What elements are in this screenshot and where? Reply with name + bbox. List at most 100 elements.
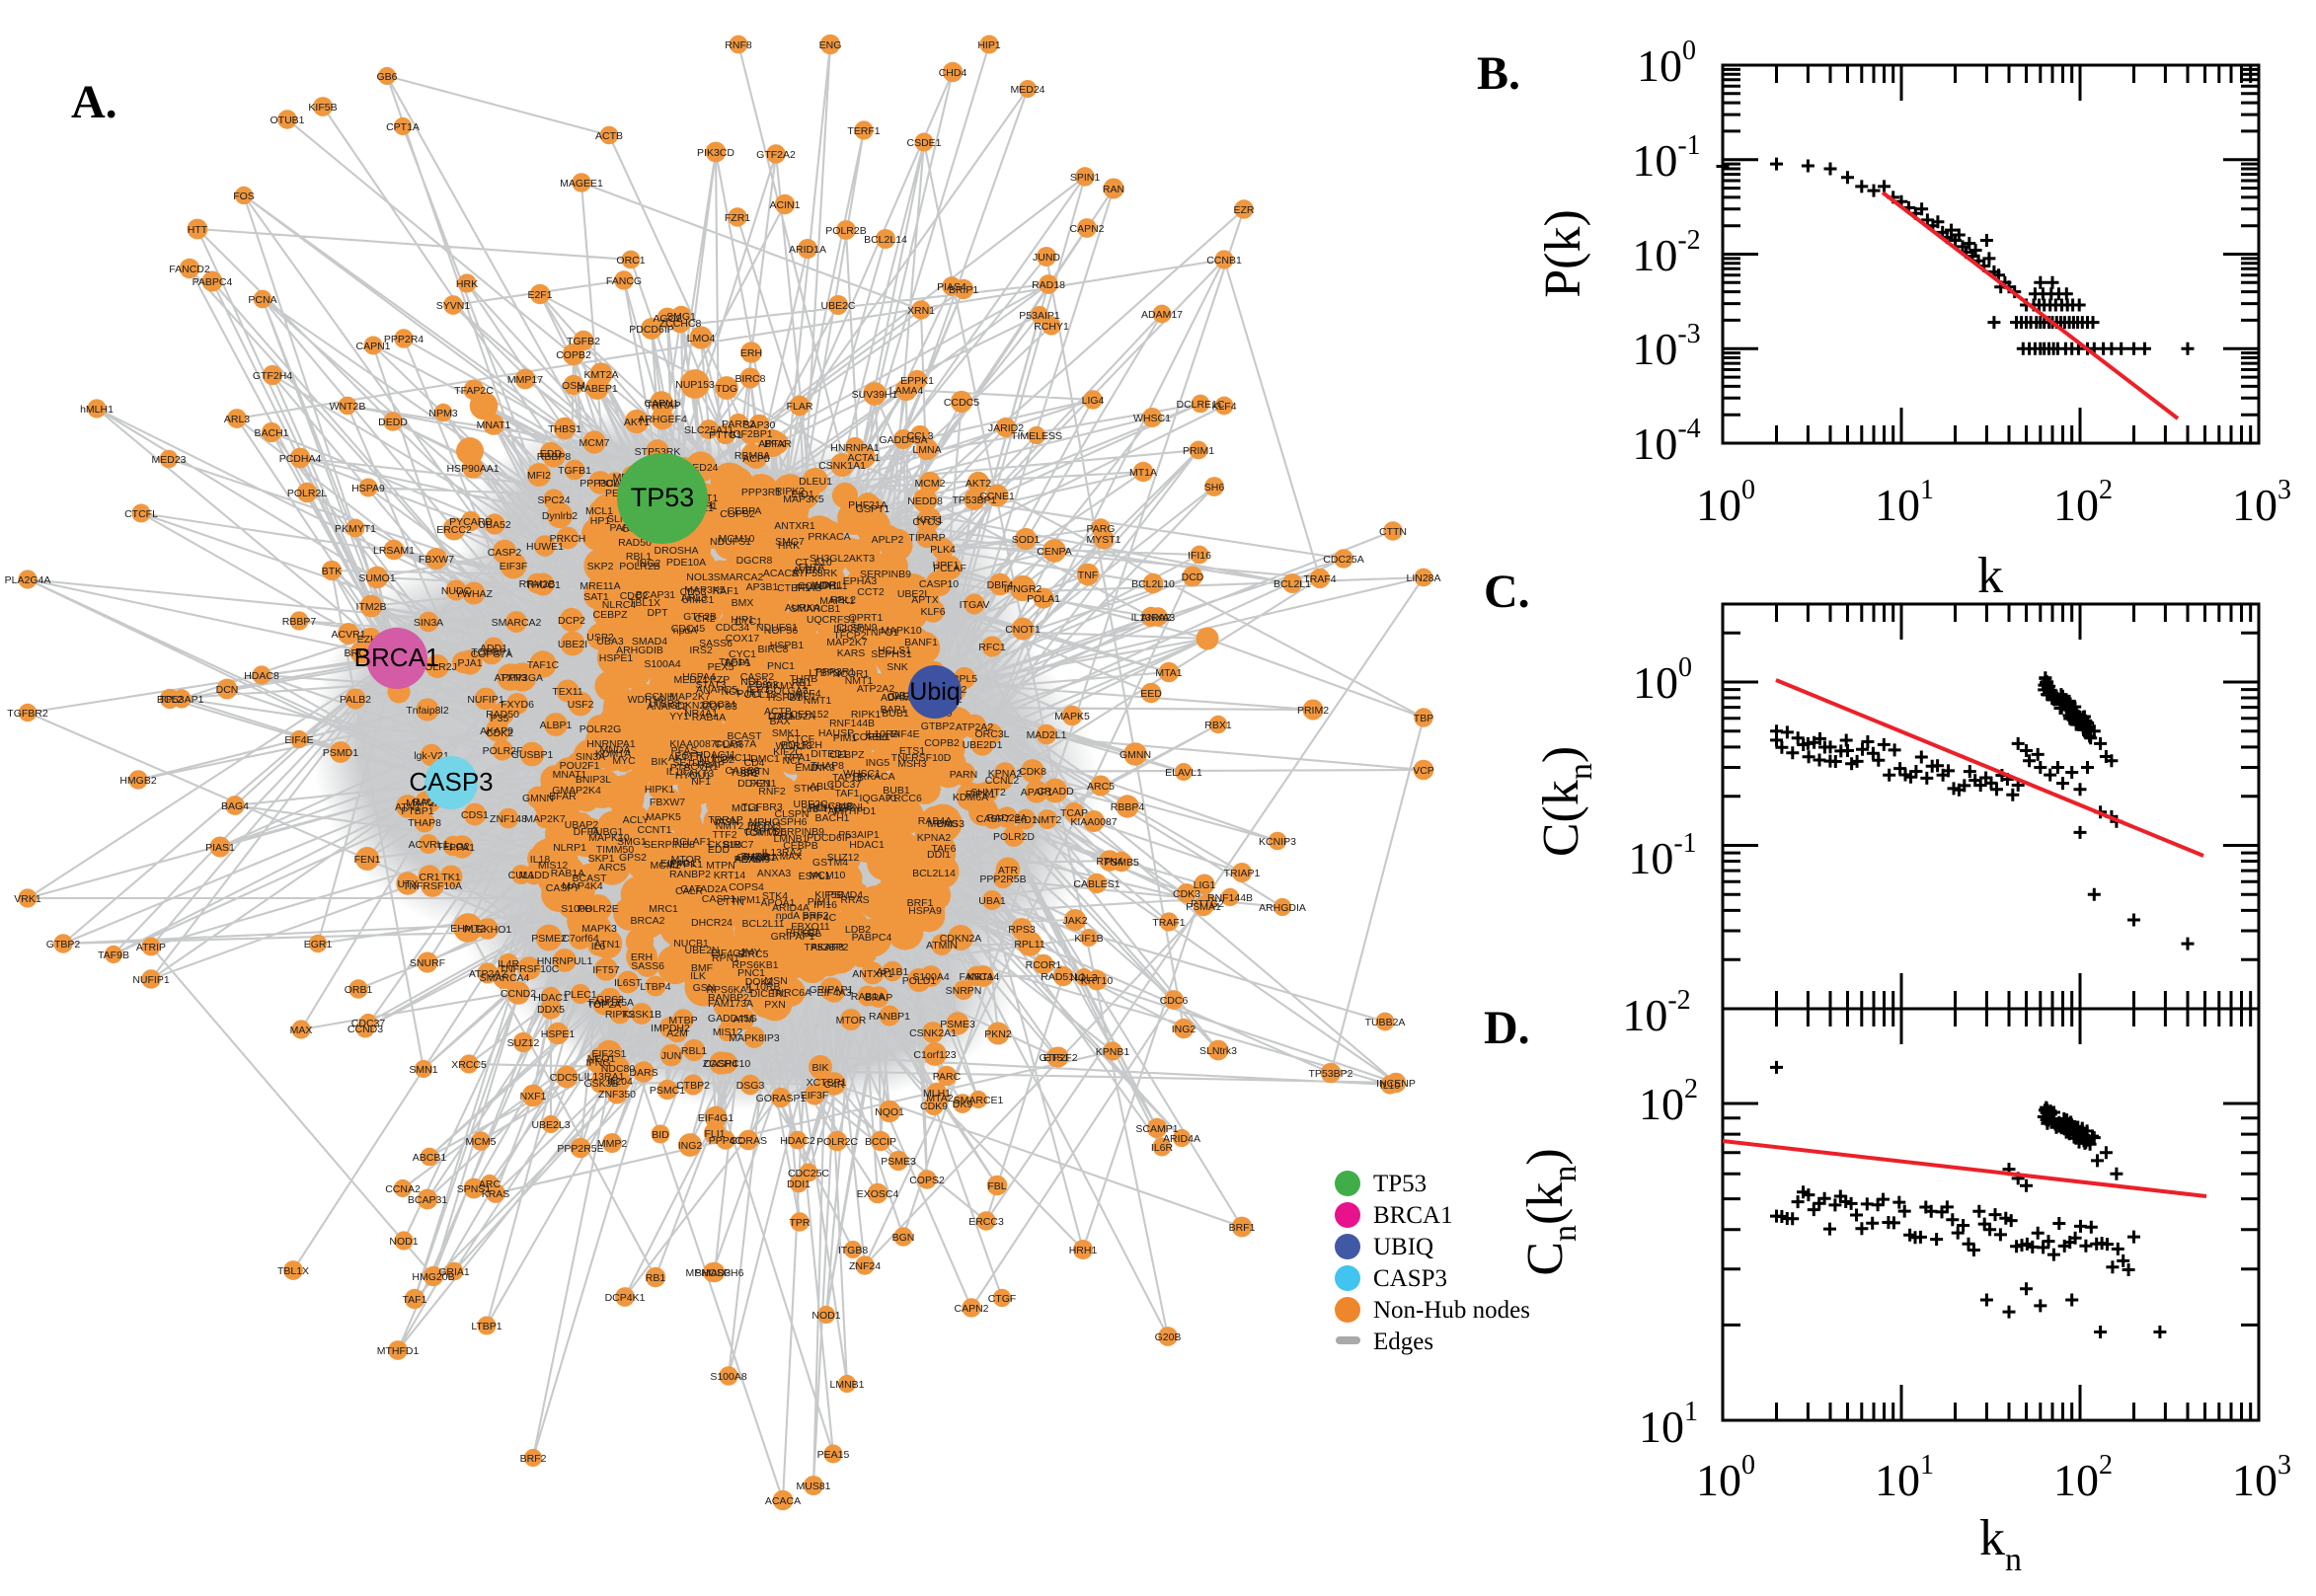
- svg-text:DGCR8: DGCR8: [736, 555, 773, 567]
- svg-text:EGR1: EGR1: [304, 939, 333, 950]
- svg-text:POLR2D: POLR2D: [993, 831, 1035, 843]
- svg-text:AVEN: AVEN: [793, 565, 820, 576]
- svg-text:hMLH1: hMLH1: [80, 404, 114, 416]
- svg-text:BACH1: BACH1: [254, 427, 288, 439]
- svg-text:TAF1A: TAF1A: [719, 656, 750, 668]
- svg-text:BGN: BGN: [892, 1232, 915, 1244]
- svg-text:BRF1: BRF1: [907, 897, 934, 909]
- svg-text:HSP90AA1: HSP90AA1: [446, 463, 499, 475]
- svg-text:SMN1: SMN1: [409, 1064, 437, 1076]
- svg-text:ADAM17: ADAM17: [1141, 309, 1183, 321]
- svg-text:MAGEE1: MAGEE1: [560, 178, 603, 190]
- svg-text:SH6: SH6: [1204, 482, 1225, 494]
- svg-text:CTGF: CTGF: [988, 1293, 1017, 1305]
- svg-text:RPL11: RPL11: [1014, 939, 1044, 950]
- svg-text:TBP: TBP: [1414, 713, 1433, 724]
- svg-text:CTCFL: CTCFL: [124, 508, 158, 520]
- svg-text:LTBP4: LTBP4: [640, 981, 670, 993]
- svg-text:BRF1: BRF1: [1229, 1222, 1256, 1234]
- svg-text:FANCD2: FANCD2: [169, 264, 210, 275]
- svg-text:FBL: FBL: [987, 1180, 1006, 1192]
- svg-text:CCNB1: CCNB1: [1206, 255, 1242, 266]
- svg-text:BRCA1: BRCA1: [354, 643, 440, 672]
- svg-text:TNF: TNF: [1078, 570, 1098, 581]
- svg-text:NEDD8: NEDD8: [907, 495, 943, 507]
- svg-text:CSDE1: CSDE1: [906, 137, 941, 149]
- svg-text:IL6R: IL6R: [1151, 1142, 1174, 1154]
- svg-text:ORB1: ORB1: [345, 984, 373, 996]
- svg-text:POLR2C: POLR2C: [816, 1136, 858, 1148]
- svg-text:KPNA2: KPNA2: [988, 768, 1023, 780]
- svg-text:KIF1B: KIF1B: [1074, 933, 1103, 945]
- svg-text:PCDHA4: PCDHA4: [279, 453, 322, 465]
- svg-text:NOD1: NOD1: [811, 1310, 840, 1322]
- svg-text:Dynlrb2: Dynlrb2: [542, 510, 578, 522]
- svg-text:EDD: EDD: [540, 448, 563, 460]
- svg-text:SMAD3: SMAD3: [695, 1267, 731, 1279]
- svg-text:MAP4K4: MAP4K4: [562, 880, 603, 892]
- svg-text:MAP2K7: MAP2K7: [524, 813, 566, 825]
- svg-text:TAF1C: TAF1C: [527, 659, 560, 671]
- svg-text:NUFIP1: NUFIP1: [132, 974, 170, 986]
- svg-text:PNC1: PNC1: [767, 660, 795, 672]
- svg-text:LMNB1: LMNB1: [829, 1379, 864, 1391]
- svg-text:SAT1: SAT1: [583, 591, 609, 603]
- svg-text:ANXA3: ANXA3: [757, 868, 792, 879]
- svg-text:GORASP1: GORASP1: [756, 1093, 807, 1104]
- svg-text:GMNN: GMNN: [1119, 749, 1151, 761]
- svg-text:BAG3: BAG3: [937, 818, 965, 830]
- svg-text:BCAP31: BCAP31: [408, 1194, 447, 1206]
- svg-text:EIF4G1: EIF4G1: [698, 1112, 733, 1124]
- svg-text:LDB2: LDB2: [845, 924, 871, 936]
- svg-text:AKT3: AKT3: [688, 768, 714, 780]
- svg-text:GTF2H1: GTF2H1: [736, 852, 776, 864]
- svg-text:MCL1: MCL1: [585, 505, 613, 517]
- svg-text:TIMM50: TIMM50: [596, 844, 635, 856]
- svg-text:MIS12: MIS12: [713, 1026, 743, 1038]
- svg-text:CAPN1: CAPN1: [644, 398, 678, 410]
- svg-text:GTF2H4: GTF2H4: [253, 370, 292, 382]
- svg-text:CDC5L: CDC5L: [550, 1072, 584, 1084]
- svg-text:101: 101: [1875, 475, 1934, 530]
- svg-text:DPT: DPT: [648, 607, 669, 619]
- svg-text:ARC: ARC: [479, 1178, 502, 1190]
- svg-text:NUP153: NUP153: [675, 379, 715, 391]
- svg-text:EPPK1: EPPK1: [669, 859, 703, 871]
- svg-text:BFAR: BFAR: [764, 438, 792, 450]
- svg-text:CAPN1: CAPN1: [355, 341, 390, 352]
- svg-text:DEDD: DEDD: [378, 417, 408, 428]
- svg-text:S100A4: S100A4: [912, 971, 950, 983]
- svg-text:BCCIP: BCCIP: [865, 1136, 896, 1148]
- svg-text:ZNF24: ZNF24: [849, 1260, 881, 1272]
- svg-text:CDS1: CDS1: [461, 809, 489, 821]
- svg-text:MAPK5: MAPK5: [646, 811, 681, 823]
- svg-text:10-4: 10-4: [1632, 414, 1700, 469]
- svg-text:MCM2: MCM2: [915, 478, 946, 490]
- svg-text:GRIA1: GRIA1: [438, 1266, 470, 1278]
- svg-text:SUV39H1: SUV39H1: [852, 389, 898, 401]
- svg-text:TOP2A: TOP2A: [587, 999, 621, 1011]
- svg-text:KLF4: KLF4: [1211, 401, 1236, 413]
- svg-text:ATP2A2: ATP2A2: [469, 968, 506, 980]
- svg-text:MCM7: MCM7: [579, 437, 610, 449]
- svg-text:DLEU1: DLEU1: [799, 476, 832, 488]
- svg-text:LIG4: LIG4: [1082, 395, 1105, 407]
- svg-text:PLK4: PLK4: [930, 544, 956, 556]
- svg-text:P35: P35: [491, 713, 509, 724]
- svg-text:BCL2L14: BCL2L14: [864, 234, 907, 246]
- svg-text:KRT10: KRT10: [1081, 975, 1114, 987]
- svg-text:P(k): P(k): [1535, 209, 1591, 298]
- svg-text:EIF3F: EIF3F: [801, 1090, 829, 1102]
- svg-text:TEX11: TEX11: [552, 686, 582, 698]
- svg-text:POU2F1: POU2F1: [560, 760, 600, 772]
- svg-text:GSTM4: GSTM4: [812, 857, 848, 869]
- svg-text:MED24: MED24: [1010, 84, 1044, 96]
- svg-text:IFT57: IFT57: [592, 964, 620, 976]
- svg-text:TRAF1: TRAF1: [1152, 917, 1185, 929]
- svg-text:UIMC1: UIMC1: [682, 594, 715, 606]
- svg-text:CDC25A: CDC25A: [1323, 554, 1363, 566]
- svg-text:CTBP1: CTBP1: [777, 582, 811, 594]
- svg-text:BID: BID: [652, 1129, 669, 1141]
- svg-text:DSG3: DSG3: [736, 1080, 765, 1092]
- svg-text:10-1: 10-1: [1632, 130, 1700, 186]
